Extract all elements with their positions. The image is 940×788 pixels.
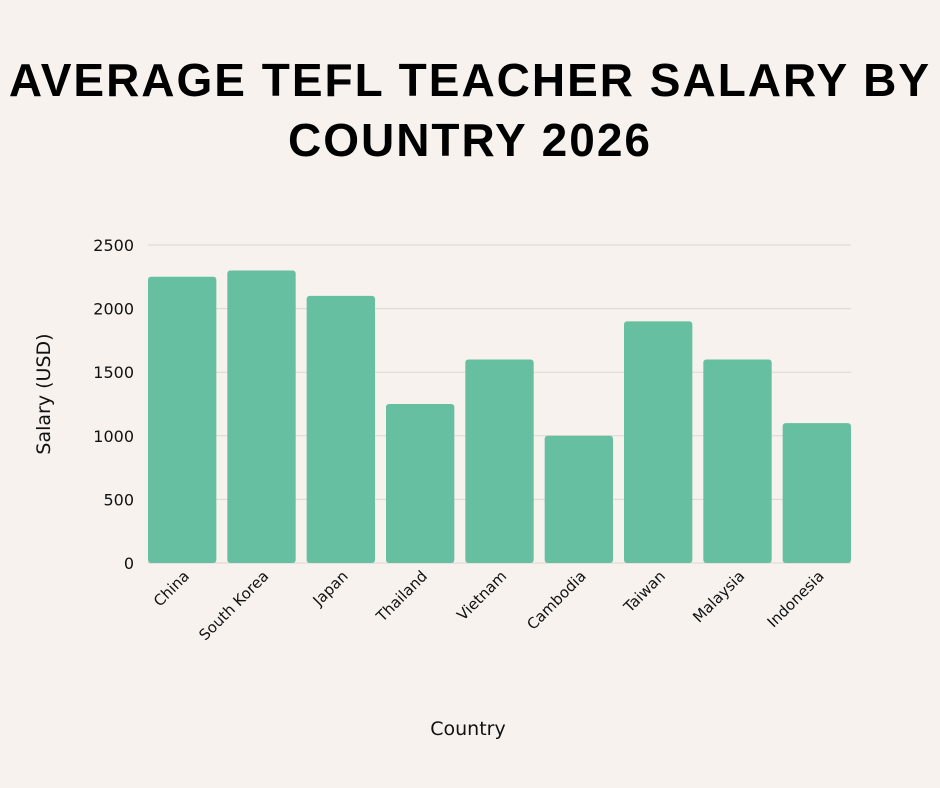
x-tick-label: Cambodia xyxy=(523,567,589,633)
bar-indonesia xyxy=(782,423,851,563)
bar-malaysia xyxy=(703,359,772,563)
y-tick-label: 0 xyxy=(124,554,134,573)
x-tick-label: Vietnam xyxy=(453,567,510,624)
bar-japan xyxy=(306,295,375,563)
x-tick-label: Thailand xyxy=(372,567,431,626)
x-tick-label: Indonesia xyxy=(764,567,828,631)
bar-vietnam xyxy=(465,359,534,563)
x-tick-label: Malaysia xyxy=(689,567,748,626)
bar-china xyxy=(148,276,217,563)
y-tick-label: 2500 xyxy=(93,236,134,255)
x-tick-label: China xyxy=(150,567,193,610)
bar-thailand xyxy=(386,404,455,563)
x-axis-label: Country xyxy=(430,718,505,740)
y-tick-label: 1500 xyxy=(93,363,134,382)
x-tick-label: Taiwan xyxy=(619,567,669,617)
y-tick-label: 2000 xyxy=(93,300,134,319)
bar-cambodia xyxy=(544,435,613,563)
chart-title: AVERAGE TEFL TEACHER SALARY BY COUNTRY 2… xyxy=(8,54,932,166)
y-axis-label: Salary (USD) xyxy=(33,333,55,454)
bar-south-korea xyxy=(227,270,296,563)
bar-taiwan xyxy=(624,321,693,563)
x-tick-label: Japan xyxy=(309,567,352,610)
x-tick-label: South Korea xyxy=(195,567,272,644)
y-tick-label: 1000 xyxy=(93,427,134,446)
y-tick-label: 500 xyxy=(103,490,134,509)
